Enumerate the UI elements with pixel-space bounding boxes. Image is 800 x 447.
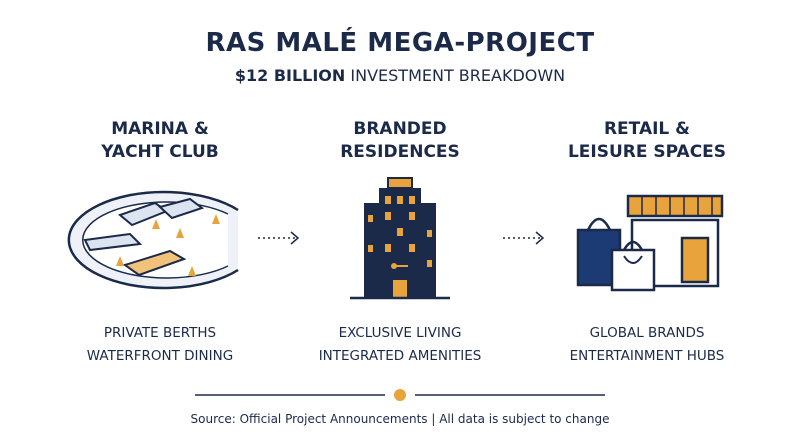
column-title: RETAIL & LEISURE SPACES	[527, 118, 767, 164]
title-line: LEISURE SPACES	[567, 142, 727, 162]
feature-list: PRIVATE BERTHS WATERFRONT DINING	[40, 322, 280, 368]
feature: INTEGRATED AMENITIES	[318, 348, 482, 364]
title-line: RETAIL &	[603, 119, 691, 139]
source-note: Source: Official Project Announcements |…	[190, 412, 610, 426]
retail-icon	[576, 194, 724, 292]
subtitle-text: INVESTMENT BREAKDOWN	[350, 66, 566, 85]
footer-rule	[195, 389, 605, 401]
title: RAS MALÉ MEGA-PROJECT	[205, 28, 595, 58]
subtitle: $12 BILLION INVESTMENT BREAKDOWN	[0, 66, 800, 85]
title-line: RESIDENCES	[340, 142, 460, 162]
feature: GLOBAL BRANDS	[589, 325, 705, 341]
feature: ENTERTAINMENT HUBS	[569, 348, 725, 364]
marina-icon	[67, 190, 239, 290]
feature: EXCLUSIVE LIVING	[338, 325, 462, 341]
feature: PRIVATE BERTHS	[103, 325, 217, 341]
title-line: BRANDED	[353, 119, 447, 139]
column-title: BRANDED RESIDENCES	[280, 118, 520, 164]
column-title: MARINA & YACHT CLUB	[40, 118, 280, 164]
title-line: MARINA &	[111, 119, 209, 139]
title-line: YACHT CLUB	[101, 142, 219, 162]
feature-list: GLOBAL BRANDS ENTERTAINMENT HUBS	[527, 322, 767, 368]
arrow	[258, 231, 545, 245]
feature-list: EXCLUSIVE LIVING INTEGRATED AMENITIES	[280, 322, 520, 368]
building-icon	[350, 177, 450, 300]
feature: WATERFRONT DINING	[86, 348, 234, 364]
subtitle-emphasis: $12 BILLION	[234, 66, 346, 85]
